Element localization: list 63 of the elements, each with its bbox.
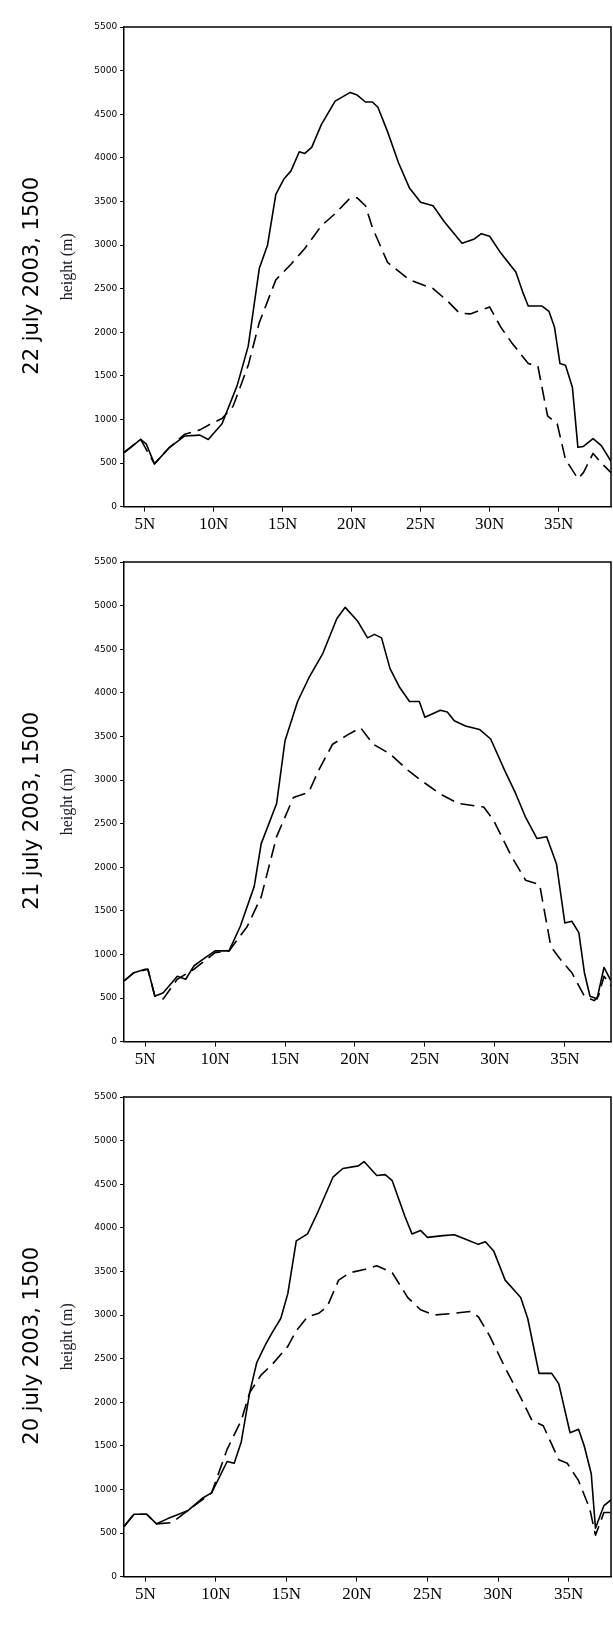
x-tick-label: 5N: [134, 1049, 156, 1069]
y-tick-label: 2000: [94, 1396, 118, 1407]
y-tick-label: 4000: [94, 1222, 118, 1233]
x-tick-label: 35N: [554, 1584, 584, 1604]
y-tick-label: 3500: [94, 1265, 118, 1276]
y-tick-label: 2500: [94, 1352, 118, 1363]
y-tick-label: 3500: [94, 195, 118, 206]
y-tick-label: 4500: [94, 643, 118, 654]
y-tick-label: 0: [111, 1035, 118, 1046]
y-tick-label: 2500: [94, 282, 118, 293]
y-tick-label: 3000: [94, 239, 118, 250]
y-tick-label: 2000: [94, 326, 118, 337]
y-tick-label: 4000: [94, 152, 118, 163]
x-tick-label: 20N: [342, 1584, 372, 1604]
x-tick-label: 15N: [268, 514, 298, 534]
x-tick-label: 30N: [483, 1584, 513, 1604]
y-tick-label: 1000: [94, 413, 118, 424]
y-tick-label: 1500: [94, 905, 118, 916]
y-tick-label: 3000: [94, 774, 118, 785]
y-tick-label: 4000: [94, 687, 118, 698]
x-tick-label: 25N: [406, 514, 436, 534]
x-tick-label: 5N: [134, 514, 156, 534]
x-tick-label: 10N: [200, 1049, 230, 1069]
y-tick-label: 4500: [94, 108, 118, 119]
y-tick-label: 1500: [94, 370, 118, 381]
y-tick-label: 5500: [94, 556, 118, 567]
x-tick-label: 25N: [412, 1584, 443, 1604]
x-tick-label: 10N: [199, 514, 229, 534]
y-tick-label: 3500: [94, 730, 118, 741]
x-tick-label: 30N: [474, 514, 505, 534]
y-tick-label: 0: [111, 500, 118, 511]
y-tick-label: 2000: [94, 861, 118, 872]
y-tick-label: 5000: [94, 1134, 118, 1145]
x-tick-label: 20N: [340, 1049, 370, 1069]
y-tick-label: 500: [99, 1527, 118, 1538]
y-tick-label: 1000: [94, 948, 118, 959]
x-tick-label: 15N: [271, 1584, 302, 1604]
y-tick-label: 5000: [94, 599, 118, 610]
x-tick-label: 15N: [270, 1049, 300, 1069]
y-axis-title: height (m): [57, 233, 76, 301]
y-tick-label: 5500: [94, 1091, 118, 1102]
y-tick-label: 1500: [94, 1440, 118, 1451]
x-tick-label: 35N: [543, 514, 574, 534]
y-tick-label: 5500: [94, 21, 118, 32]
x-tick-label: 5N: [134, 1584, 156, 1604]
x-tick-label: 10N: [201, 1584, 231, 1604]
text: 22 july 2003, 1500: [19, 176, 43, 375]
x-tick-label: 35N: [550, 1049, 580, 1069]
y-tick-label: 500: [99, 992, 118, 1003]
y-tick-label: 2500: [94, 817, 118, 828]
x-tick-label: 20N: [337, 514, 367, 534]
y-tick-label: 1000: [94, 1483, 118, 1494]
x-tick-label: 30N: [480, 1049, 510, 1069]
text: 20 july 2003, 1500: [19, 1246, 43, 1445]
y-axis-title: height (m): [57, 768, 76, 836]
y-axis-title: height (m): [57, 1303, 76, 1371]
y-tick-label: 0: [111, 1570, 118, 1581]
y-tick-label: 500: [99, 457, 118, 468]
text: 21 july 2003, 1500: [19, 711, 43, 910]
y-tick-label: 5000: [94, 64, 118, 75]
x-tick-label: 25N: [410, 1049, 440, 1069]
y-tick-label: 4500: [94, 1178, 118, 1189]
y-tick-label: 3000: [94, 1309, 118, 1320]
